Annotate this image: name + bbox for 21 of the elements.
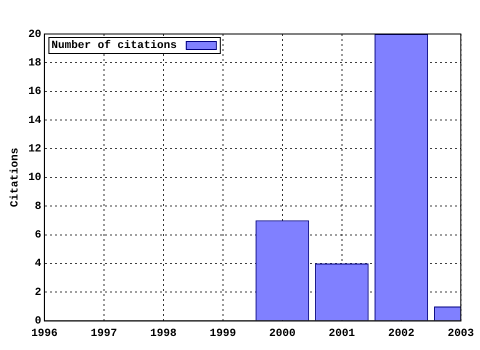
y-tick-label: 8 (34, 200, 42, 213)
x-tick-label: 1997 (90, 328, 118, 340)
y-tick-label: 4 (34, 258, 42, 270)
y-tick-label: 0 (34, 316, 42, 328)
x-tick-label: 2003 (448, 328, 474, 340)
x-tick-label: 1999 (210, 328, 236, 340)
x-tick-label: 2001 (328, 328, 356, 340)
x-tick-label: 1996 (31, 328, 58, 340)
y-tick-label: 6 (34, 230, 42, 242)
y-tick-label: 2 (34, 286, 42, 299)
y-tick-label: 10 (28, 172, 42, 184)
x-tick-label: 2000 (269, 328, 296, 340)
y-axis-title: Citations (9, 148, 22, 208)
y-tick-label: 12 (28, 143, 42, 156)
legend-label: Number of citations (51, 38, 177, 52)
y-tick-label: 16 (28, 86, 42, 98)
y-tick-label: 14 (28, 114, 42, 127)
x-tick-label: 2002 (388, 328, 415, 340)
x-tick-label: 1998 (150, 328, 177, 340)
y-tick-label: 20 (28, 28, 42, 41)
y-tick-label: 18 (28, 57, 42, 70)
